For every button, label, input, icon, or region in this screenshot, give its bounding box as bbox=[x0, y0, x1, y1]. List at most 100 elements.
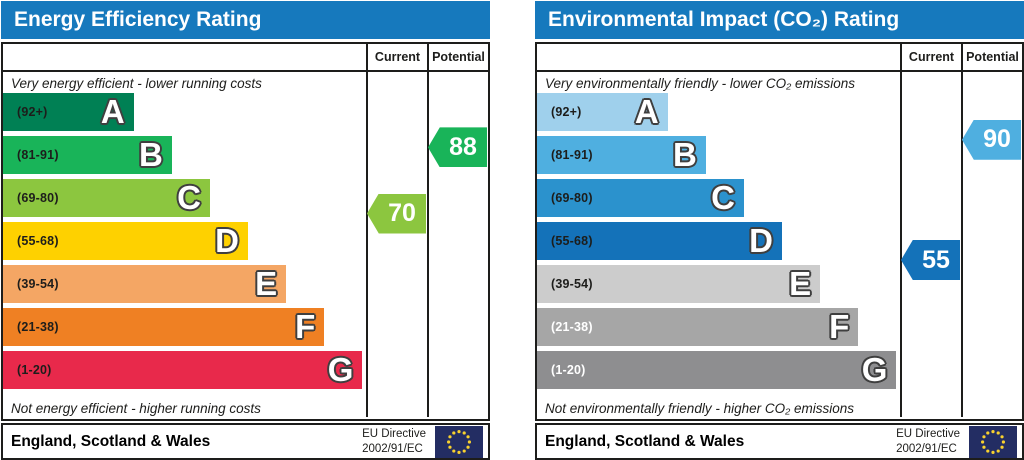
band-range-label: (39-54) bbox=[17, 277, 59, 291]
band-f-bar: (21-38) F bbox=[3, 308, 325, 346]
band-range-label: (92+) bbox=[17, 105, 48, 119]
header-spacer bbox=[537, 44, 900, 70]
potential-rating-pointer: 88 bbox=[428, 127, 487, 168]
band-range-label: (69-80) bbox=[17, 191, 59, 205]
band-row-c: (69-80) C bbox=[3, 179, 366, 222]
band-letter: C bbox=[711, 179, 735, 216]
band-range-label: (69-80) bbox=[551, 191, 593, 205]
band-d-bar: (55-68) D bbox=[537, 222, 783, 260]
band-range-label: (21-38) bbox=[551, 320, 593, 334]
energy-chart-title: Energy Efficiency Rating bbox=[14, 8, 262, 31]
band-row-g: (1-20) G bbox=[3, 351, 366, 394]
current-column-header: Current bbox=[366, 44, 427, 70]
band-range-label: (81-91) bbox=[551, 148, 593, 162]
rating-bands: (92+) A (81-91) B (69-80) C (55-68) D (39-54) E (2… bbox=[3, 93, 366, 394]
band-range-label: (81-91) bbox=[17, 148, 59, 162]
band-letter: C bbox=[177, 179, 201, 216]
band-letter: D bbox=[749, 222, 774, 259]
band-range-label: (55-68) bbox=[551, 234, 593, 248]
band-d-bar: (55-68) D bbox=[3, 222, 249, 260]
co2-chart-title: Environmental Impact (CO₂) Rating bbox=[548, 8, 900, 31]
energy-chart-title-bar: Energy Efficiency Rating bbox=[1, 1, 490, 39]
band-row-a: (92+) A bbox=[537, 93, 900, 136]
band-row-f: (21-38) F bbox=[537, 308, 900, 351]
eu-directive-line1: EU Directive bbox=[362, 428, 426, 441]
band-row-f: (21-38) F bbox=[3, 308, 366, 351]
potential-column-header: Potential bbox=[427, 44, 488, 70]
band-row-e: (39-54) E bbox=[537, 265, 900, 308]
bottom-caption: Not energy efficient - higher running co… bbox=[11, 401, 261, 416]
band-row-g: (1-20) G bbox=[537, 351, 900, 394]
band-b-bar: (81-91) B bbox=[537, 136, 706, 174]
current-value-column: 55 bbox=[900, 72, 961, 417]
band-range-label: (55-68) bbox=[17, 234, 59, 248]
energy-chart-body: Current Potential Very energy efficient … bbox=[1, 42, 490, 421]
rating-bands: (92+) A (81-91) B (69-80) C (55-68) D (39-54) E (2… bbox=[537, 93, 900, 394]
potential-value-column: 90 bbox=[961, 72, 1022, 417]
band-range-label: (21-38) bbox=[17, 320, 59, 334]
band-letter: E bbox=[255, 265, 278, 302]
co2-chart-title-bar: Environmental Impact (CO₂) Rating bbox=[535, 1, 1024, 39]
current-column-header: Current bbox=[900, 44, 961, 70]
band-letter: E bbox=[789, 265, 812, 302]
header-spacer bbox=[3, 44, 366, 70]
band-row-d: (55-68) D bbox=[3, 222, 366, 265]
band-row-a: (92+) A bbox=[3, 93, 366, 136]
band-range-label: (92+) bbox=[551, 105, 582, 119]
potential-rating-pointer: 90 bbox=[962, 119, 1021, 160]
current-value-column: 70 bbox=[366, 72, 427, 417]
band-letter: A bbox=[634, 93, 659, 130]
band-letter: F bbox=[295, 308, 316, 345]
co2-chart-footer: England, Scotland & Wales EU Directive 2… bbox=[535, 423, 1024, 460]
band-g-bar: (1-20) G bbox=[537, 351, 897, 389]
band-letter: B bbox=[672, 136, 697, 173]
eu-flag-icon bbox=[969, 425, 1017, 458]
band-row-c: (69-80) C bbox=[537, 179, 900, 222]
band-c-bar: (69-80) C bbox=[537, 179, 744, 217]
band-letter: F bbox=[829, 308, 850, 345]
band-e-bar: (39-54) E bbox=[3, 265, 287, 303]
eu-flag-icon bbox=[435, 425, 483, 458]
band-e-bar: (39-54) E bbox=[537, 265, 821, 303]
rating-scale-area: Very environmentally friendly - lower CO… bbox=[537, 72, 1022, 417]
top-caption: Very energy efficient - lower running co… bbox=[11, 76, 262, 91]
top-caption: Very environmentally friendly - lower CO… bbox=[545, 76, 855, 91]
energy-chart-footer: England, Scotland & Wales EU Directive 2… bbox=[1, 423, 490, 460]
band-g-bar: (1-20) G bbox=[3, 351, 363, 389]
band-letter: B bbox=[138, 136, 163, 173]
current-rating-pointer: 70 bbox=[367, 193, 426, 234]
eu-directive-line2: 2002/91/EC bbox=[896, 442, 957, 455]
band-letter: D bbox=[215, 222, 240, 259]
band-row-b: (81-91) B bbox=[537, 136, 900, 179]
band-a-bar: (92+) A bbox=[3, 93, 134, 131]
environmental-impact-chart: Environmental Impact (CO₂) Rating Curren… bbox=[535, 1, 1024, 460]
bottom-caption: Not environmentally friendly - higher CO… bbox=[545, 401, 855, 416]
band-b-bar: (81-91) B bbox=[3, 136, 172, 174]
energy-efficiency-chart: Energy Efficiency Rating Current Potenti… bbox=[1, 1, 490, 460]
column-header-row: Current Potential bbox=[3, 44, 488, 72]
eu-directive-label: EU Directive 2002/91/EC bbox=[362, 427, 426, 456]
potential-column-header: Potential bbox=[961, 44, 1022, 70]
band-row-b: (81-91) B bbox=[3, 136, 366, 179]
band-range-label: (1-20) bbox=[17, 363, 52, 377]
eu-directive-label: EU Directive 2002/91/EC bbox=[896, 427, 960, 456]
band-c-bar: (69-80) C bbox=[3, 179, 210, 217]
band-area: Very energy efficient - lower running co… bbox=[3, 72, 366, 417]
band-row-e: (39-54) E bbox=[3, 265, 366, 308]
band-letter: G bbox=[861, 351, 888, 388]
band-range-label: (39-54) bbox=[551, 277, 593, 291]
band-area: Very environmentally friendly - lower CO… bbox=[537, 72, 900, 417]
band-letter: A bbox=[100, 93, 125, 130]
band-row-d: (55-68) D bbox=[537, 222, 900, 265]
band-letter: G bbox=[327, 351, 354, 388]
column-header-row: Current Potential bbox=[537, 44, 1022, 72]
eu-directive-line2: 2002/91/EC bbox=[362, 442, 423, 455]
current-rating-pointer: 55 bbox=[901, 240, 960, 280]
rating-scale-area: Very energy efficient - lower running co… bbox=[3, 72, 488, 417]
band-f-bar: (21-38) F bbox=[537, 308, 859, 346]
band-a-bar: (92+) A bbox=[537, 93, 668, 131]
region-label: England, Scotland & Wales bbox=[11, 432, 211, 450]
co2-chart-body: Current Potential Very environmentally f… bbox=[535, 42, 1024, 421]
eu-directive-line1: EU Directive bbox=[896, 428, 960, 441]
